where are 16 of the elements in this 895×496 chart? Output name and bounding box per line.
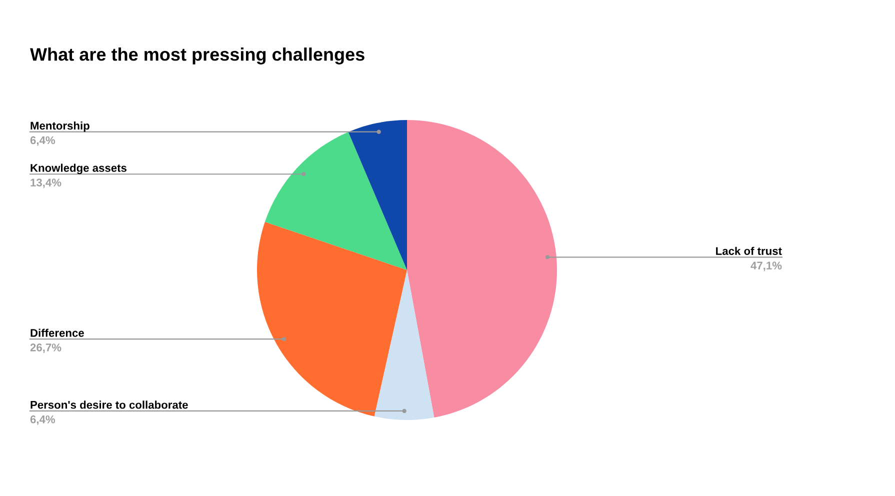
- slice-label: Difference: [30, 328, 84, 337]
- slice-label: Mentorship: [30, 121, 90, 132]
- data-label: 6,4%: [30, 136, 56, 146]
- pie-slice: [348, 120, 407, 270]
- pie-slice: [374, 270, 434, 420]
- pie-slice: [407, 120, 557, 418]
- data-label: 6,4%: [30, 415, 56, 425]
- slice-label: Lack of trust: [716, 246, 782, 255]
- pie-slice: [264, 132, 407, 270]
- pie-slice: [257, 222, 407, 416]
- chart-title: What are the most pressing challenges: [30, 48, 364, 64]
- data-label: 13,4%: [30, 178, 62, 188]
- data-label: 47,1%: [750, 262, 782, 272]
- data-label: 26,7%: [30, 344, 62, 354]
- slice-label: Person's desire to collaborate: [30, 400, 188, 409]
- slice-label: Knowledge assets: [30, 164, 126, 174]
